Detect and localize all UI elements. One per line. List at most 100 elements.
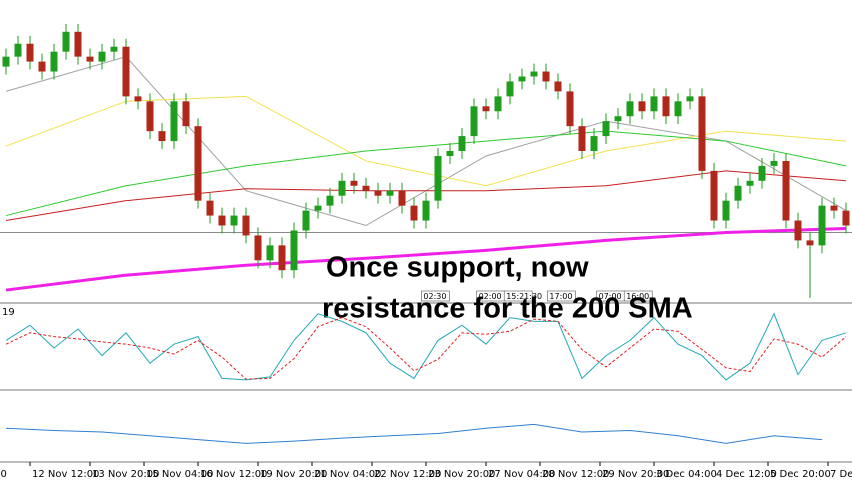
candle-body — [326, 195, 334, 206]
candle-body — [494, 96, 502, 112]
candle-body — [782, 160, 790, 221]
candle-body — [578, 126, 586, 151]
candle-body — [806, 240, 814, 246]
moving-average — [5, 170, 847, 222]
candle-body — [686, 96, 694, 102]
x-tick-label: 16 Nov 12:00 — [200, 469, 267, 480]
candle-body — [674, 101, 682, 117]
time-flag-label: 17:00 — [549, 292, 572, 301]
candle-body — [362, 185, 370, 191]
candle-body — [302, 210, 310, 231]
x-tick-label: 5 Dec 20:00 — [770, 469, 831, 480]
moving-average — [5, 130, 847, 217]
x-tick-label: 19 Nov 20:00 — [260, 469, 327, 480]
candle-body — [662, 96, 670, 117]
candle-body — [650, 96, 658, 112]
candle-body — [506, 81, 514, 97]
x-tick-label: 28 Nov 12:00 — [542, 469, 609, 480]
candle-body — [410, 205, 418, 221]
candle-body — [818, 205, 826, 246]
candle-body — [830, 205, 838, 211]
candle-body — [206, 200, 214, 216]
time-flag-label: 16:00 — [626, 292, 649, 301]
candle-body — [566, 91, 574, 127]
candle-body — [122, 46, 130, 97]
time-flag-label: 15:21:30 — [506, 292, 542, 301]
candle-body — [734, 185, 742, 201]
candle-body — [314, 205, 322, 211]
candle-body — [2, 56, 10, 67]
candle-body — [518, 76, 526, 82]
x-tick-label: 12 Nov 12:00 — [32, 469, 99, 480]
candle-body — [14, 43, 22, 57]
candle-body — [194, 126, 202, 201]
candle-body — [542, 71, 550, 82]
time-flag-box — [547, 290, 576, 302]
x-tick-label: 22 Nov 12:00 — [374, 469, 441, 480]
time-flag-box — [421, 290, 450, 302]
x-tick-label: 23 Nov 20:00 — [428, 469, 495, 480]
candle-body — [530, 71, 538, 77]
x-tick-label: 4 Dec 12:00 — [716, 469, 777, 480]
time-flag-label: 07:00 — [599, 292, 622, 301]
candle-body — [182, 101, 190, 127]
annotation: resistance for the 200 SMA — [322, 293, 693, 325]
x-tick-label: 7 Dec 0 — [830, 469, 852, 480]
candle-body — [770, 160, 778, 166]
x-tick-label: 15 Nov 04:00 — [146, 469, 213, 480]
candle-body — [50, 51, 58, 72]
time-flag-label: 02:30 — [423, 292, 446, 301]
candle-body — [590, 136, 598, 151]
candle-body — [110, 46, 118, 52]
candle-body — [38, 61, 46, 72]
candle-body — [758, 165, 766, 181]
candle-body — [458, 136, 466, 151]
candle-body — [170, 101, 178, 142]
candle-body — [158, 131, 166, 142]
x-tick-label: 29 Nov 20:00 — [602, 469, 669, 480]
candle-body — [374, 190, 382, 196]
candle-body — [470, 106, 478, 137]
candle-body — [338, 180, 346, 196]
candle-body — [134, 96, 142, 102]
annotation: Once support, now — [326, 252, 589, 284]
stochastic-main — [5, 312, 847, 381]
candle-body — [398, 190, 406, 206]
time-flag-label: 02:00 — [479, 292, 502, 301]
candle-body — [26, 43, 34, 62]
x-tick-label: 3 Dec 04:00 — [656, 469, 717, 480]
indicator-label: 19 — [2, 307, 15, 318]
candle-body — [86, 56, 94, 62]
candle-body — [230, 215, 238, 226]
x-tick-label: 13 Nov 20:00 — [92, 469, 159, 480]
candle-body — [638, 101, 646, 112]
candle-body — [62, 31, 70, 52]
x-tick-label: 27 Nov 04:00 — [488, 469, 555, 480]
candle-body — [446, 151, 454, 156]
oscillator-line — [5, 423, 823, 444]
candle-body — [794, 220, 802, 241]
moving-average — [5, 95, 847, 187]
x-tick-label: 21 Nov 04:00 — [314, 469, 381, 480]
time-flag-box — [503, 290, 533, 302]
candle-body — [98, 51, 106, 62]
candle-body — [386, 190, 394, 196]
candle-body — [614, 116, 622, 122]
candle-body — [842, 210, 850, 226]
candle-body — [278, 245, 286, 271]
candle-body — [266, 245, 274, 261]
candle-body — [554, 81, 562, 92]
time-flag-box — [623, 290, 653, 302]
stochastic-signal — [5, 317, 847, 380]
candle-body — [746, 180, 754, 186]
candle-body — [290, 230, 298, 271]
candle-body — [698, 96, 706, 171]
candle-body — [218, 215, 226, 226]
candle-body — [242, 215, 250, 236]
candle-body — [722, 200, 730, 221]
candle-body — [254, 235, 262, 261]
moving-average — [5, 226, 847, 292]
candle-body — [482, 106, 490, 112]
